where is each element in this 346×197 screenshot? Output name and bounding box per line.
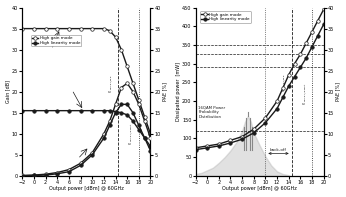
High gain mode — [143, 116, 147, 118]
High linearity mode — [292, 76, 297, 78]
High gain mode — [281, 87, 285, 89]
High gain mode — [252, 128, 256, 130]
High linearity mode — [240, 138, 244, 140]
High gain mode — [113, 36, 118, 38]
High gain mode — [310, 31, 314, 33]
Y-axis label: PAE [%]: PAE [%] — [162, 82, 167, 101]
High gain mode — [193, 147, 198, 149]
X-axis label: Output power [dBm] @ 60GHz: Output power [dBm] @ 60GHz — [222, 186, 297, 191]
High gain mode — [137, 99, 141, 101]
High gain mode — [67, 27, 71, 30]
Line: High linearity mode: High linearity mode — [21, 109, 152, 148]
Text: 16QAM Power
Probability
Distribution: 16QAM Power Probability Distribution — [199, 106, 226, 119]
High gain mode — [90, 27, 94, 30]
High linearity mode — [228, 142, 233, 144]
High linearity mode — [217, 145, 221, 147]
High linearity mode — [316, 34, 320, 37]
High gain mode — [275, 100, 279, 102]
High linearity mode — [131, 120, 135, 122]
Text: $P_{1dB,high\_gain}$: $P_{1dB,high\_gain}$ — [108, 74, 116, 93]
High linearity mode — [44, 110, 48, 112]
High gain mode — [119, 48, 124, 51]
High gain mode — [44, 27, 48, 30]
Text: $P_{1dB,high\_linearity}$: $P_{1dB,high\_linearity}$ — [302, 82, 310, 105]
High linearity mode — [310, 46, 314, 48]
High gain mode — [217, 143, 221, 145]
High gain mode — [55, 27, 60, 30]
High linearity mode — [275, 107, 279, 110]
High gain mode — [263, 117, 267, 119]
High linearity mode — [90, 110, 94, 112]
High gain mode — [316, 20, 320, 22]
High linearity mode — [125, 114, 129, 116]
High linearity mode — [281, 96, 285, 98]
High gain mode — [240, 135, 244, 138]
Text: $P_{1dB,high\_gain}$: $P_{1dB,high\_gain}$ — [281, 73, 289, 92]
Line: High gain mode: High gain mode — [194, 8, 325, 150]
Legend: High gain mode, High linearity mode: High gain mode, High linearity mode — [200, 11, 251, 23]
High linearity mode — [32, 110, 36, 112]
Line: High gain mode: High gain mode — [21, 27, 152, 136]
High gain mode — [20, 27, 25, 30]
High linearity mode — [252, 132, 256, 134]
High linearity mode — [286, 85, 291, 87]
High gain mode — [32, 27, 36, 30]
Text: back-off: back-off — [270, 148, 286, 152]
High linearity mode — [193, 149, 198, 151]
High gain mode — [125, 65, 129, 68]
High gain mode — [292, 62, 297, 65]
High linearity mode — [20, 110, 25, 112]
High linearity mode — [67, 110, 71, 112]
High gain mode — [131, 82, 135, 85]
High gain mode — [298, 53, 302, 56]
Text: $P_{1dB,high\_linearity}$: $P_{1dB,high\_linearity}$ — [128, 122, 136, 145]
High gain mode — [205, 145, 209, 147]
X-axis label: Output power [dBm] @ 60GHz: Output power [dBm] @ 60GHz — [49, 186, 124, 191]
High gain mode — [228, 139, 233, 141]
High linearity mode — [79, 110, 83, 112]
High linearity mode — [148, 145, 153, 148]
High linearity mode — [113, 110, 118, 113]
High linearity mode — [137, 128, 141, 131]
High linearity mode — [321, 23, 326, 26]
High linearity mode — [298, 66, 302, 69]
High gain mode — [304, 42, 308, 44]
High gain mode — [148, 133, 153, 135]
High gain mode — [79, 27, 83, 30]
High linearity mode — [102, 110, 106, 112]
High gain mode — [286, 74, 291, 76]
High linearity mode — [263, 122, 267, 124]
High linearity mode — [55, 110, 60, 112]
High linearity mode — [205, 147, 209, 149]
High linearity mode — [119, 112, 124, 114]
Line: High linearity mode: High linearity mode — [194, 23, 325, 151]
Y-axis label: PAE [%]: PAE [%] — [335, 82, 340, 101]
Y-axis label: Dissipated power  [mW]: Dissipated power [mW] — [176, 62, 181, 121]
High gain mode — [102, 27, 106, 30]
High linearity mode — [304, 57, 308, 59]
High linearity mode — [108, 110, 112, 112]
High linearity mode — [143, 137, 147, 139]
Y-axis label: Gain [dB]: Gain [dB] — [6, 80, 11, 103]
Legend: High gain mode, High linearity mode: High gain mode, High linearity mode — [31, 35, 81, 46]
High gain mode — [321, 8, 326, 11]
High gain mode — [108, 30, 112, 32]
